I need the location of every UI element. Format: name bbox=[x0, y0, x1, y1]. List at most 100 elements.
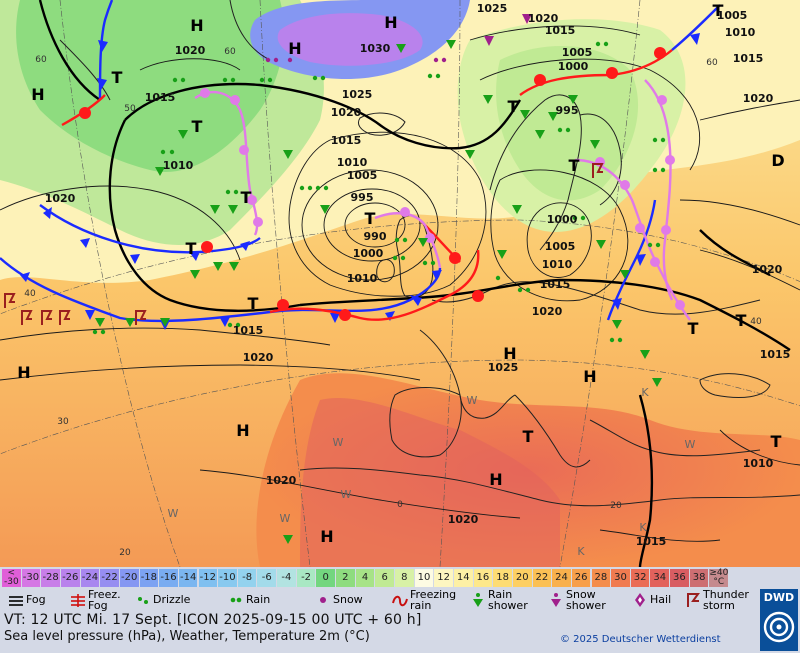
pressure-label: 1025 bbox=[477, 2, 508, 15]
hot-zone-core bbox=[300, 397, 560, 567]
temperature-scale-cell: -6 bbox=[257, 569, 277, 587]
pressure-label: 1010 bbox=[163, 159, 194, 172]
bold-isobars bbox=[38, 0, 791, 567]
latitude-label: 20 bbox=[610, 501, 622, 511]
temperature-scale-cell: 38 bbox=[689, 569, 709, 587]
temperature-scale-cell: 26 bbox=[571, 569, 591, 587]
hail-icon bbox=[632, 591, 648, 609]
wind-mark: W bbox=[333, 436, 344, 449]
wind-mark: W bbox=[467, 394, 478, 407]
pressure-labels: 1020 103010251020101510051000995100510101… bbox=[45, 2, 791, 548]
pressure-label: 995 bbox=[556, 104, 579, 117]
freezing-rain-icon bbox=[392, 591, 408, 609]
temperature-scale-cell: -10 bbox=[218, 569, 237, 587]
temperature-scale-cell: 24 bbox=[552, 569, 571, 587]
pressure-label: 1005 bbox=[545, 240, 576, 253]
isobars bbox=[0, 25, 800, 542]
weather-map: 1020 103010251020101510051000995100510101… bbox=[0, 0, 800, 567]
legend-item-label: Rain bbox=[246, 593, 271, 606]
temperature-scale-cell: -14 bbox=[178, 569, 198, 587]
temperature-scale-cell: 16 bbox=[473, 569, 493, 587]
low-pressure-center: T bbox=[736, 311, 747, 330]
low-pressure-center: T bbox=[192, 117, 203, 136]
low-pressure-center: T bbox=[186, 239, 197, 258]
low-pressure-center: T bbox=[365, 209, 376, 228]
wind-mark: K bbox=[639, 521, 647, 534]
legend-item-label: Freezing rain bbox=[410, 588, 457, 612]
temperature-scale-cell: 14 bbox=[453, 569, 473, 587]
temperature-scale-cell: 4 bbox=[355, 569, 375, 587]
pressure-label: 1005 bbox=[717, 9, 748, 22]
temperature-scale-cell: 2 bbox=[336, 569, 355, 587]
pressure-label: 1020 bbox=[175, 44, 206, 57]
pressure-label: 1010 bbox=[542, 258, 573, 271]
pressure-label: 1025 bbox=[488, 361, 519, 374]
freezing-fog-icon bbox=[70, 591, 86, 609]
latitude-label: 40 bbox=[24, 289, 36, 299]
weather-symbol-legend: Fog Freez. Fog Drizzle Rain Snow Freezing rai… bbox=[0, 589, 760, 611]
high-pressure-center: H bbox=[384, 13, 397, 32]
temperature-scale-cell: -8 bbox=[237, 569, 257, 587]
drizzle-icon bbox=[135, 591, 151, 609]
latitude-label: 0 bbox=[397, 500, 403, 510]
pressure-label: 995 bbox=[351, 191, 374, 204]
pressure-label: 1015 bbox=[540, 278, 571, 291]
pressure-label: 1000 bbox=[353, 247, 384, 260]
pressure-label: 1020 bbox=[532, 305, 563, 318]
latitude-label: 60 bbox=[35, 55, 47, 65]
wind-mark: W bbox=[280, 512, 291, 525]
pressure-label: 1005 bbox=[562, 46, 593, 59]
temperature-scale-cell: 22 bbox=[532, 569, 552, 587]
wind-mark: W bbox=[341, 488, 352, 501]
temperature-scale-cell: -28 bbox=[41, 569, 60, 587]
low-pressure-center: T bbox=[713, 1, 724, 20]
latitude-label: 20 bbox=[119, 548, 131, 558]
fog-icon bbox=[8, 591, 24, 609]
pressure-label: 1015 bbox=[233, 324, 264, 337]
snow-symbols bbox=[265, 14, 532, 63]
rain-shower-icon bbox=[470, 591, 486, 609]
pressure-label: 1020 bbox=[331, 106, 362, 119]
pressure-label: 1020 bbox=[743, 92, 774, 105]
legend-item-label: Rain shower bbox=[488, 588, 528, 612]
high-pressure-center: H bbox=[236, 421, 249, 440]
low-pressure-center: T bbox=[569, 156, 580, 175]
high-pressure-center: H bbox=[190, 16, 203, 35]
pressure-label: 1015 bbox=[733, 52, 764, 65]
pressure-label: 1020 bbox=[448, 513, 479, 526]
pressure-label: 1015 bbox=[636, 535, 667, 548]
wind-mark: W bbox=[685, 438, 696, 451]
pressure-label: 1015 bbox=[545, 24, 576, 37]
pressure-label: 1020 bbox=[528, 12, 559, 25]
wind-mark: W bbox=[168, 507, 179, 520]
temperature-scale-cell: 34 bbox=[650, 569, 670, 587]
snow-icon bbox=[315, 591, 331, 609]
pressure-label: 1015 bbox=[331, 134, 362, 147]
pressure-label: 1000 bbox=[547, 213, 578, 226]
pressure-label: 1030 bbox=[360, 42, 391, 55]
low-pressure-center: D bbox=[771, 151, 784, 170]
dwd-logo-text: DWD bbox=[763, 591, 795, 604]
low-pressure-center: T bbox=[508, 97, 519, 116]
occluded-fronts bbox=[194, 79, 691, 321]
pressure-label: 1010 bbox=[337, 156, 368, 169]
high-pressure-center: H bbox=[489, 470, 502, 489]
latitude-label: 30 bbox=[57, 417, 69, 427]
cold-zone-arctic-core bbox=[277, 13, 423, 66]
copyright: © 2025 Deutscher Wetterdienst bbox=[560, 634, 721, 645]
temperature-scale-cell: -12 bbox=[198, 569, 218, 587]
pressure-label: 1010 bbox=[743, 457, 774, 470]
low-pressure-center: T bbox=[771, 432, 782, 451]
high-pressure-center: H bbox=[583, 367, 596, 386]
temperature-scale-cell: 8 bbox=[395, 569, 414, 587]
temperature-scale-cell: 28 bbox=[591, 569, 611, 587]
shower-symbols bbox=[95, 40, 662, 544]
temperature-scale-cell: -16 bbox=[159, 569, 178, 587]
pressure-label: 990 bbox=[364, 230, 387, 243]
temperature-scale-cell: 32 bbox=[630, 569, 650, 587]
temperature-scale-cell: -24 bbox=[80, 569, 100, 587]
pressure-label: 1015 bbox=[145, 91, 176, 104]
rain-icon bbox=[228, 591, 244, 609]
graticule bbox=[0, 0, 800, 567]
